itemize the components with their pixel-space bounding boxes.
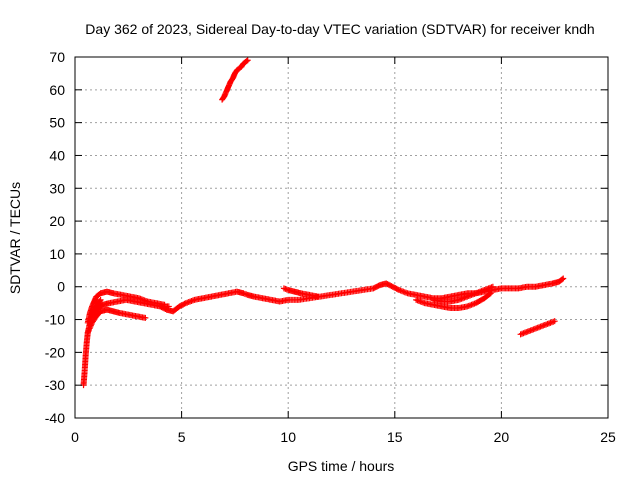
- point-markers: [84, 306, 149, 336]
- series-early-arc-lower: [84, 306, 149, 336]
- y-tick-label: -20: [45, 344, 65, 360]
- y-tick-label: 20: [49, 213, 65, 229]
- x-tick-label: 15: [387, 429, 403, 445]
- point-markers: [219, 57, 251, 103]
- gridlines: [75, 57, 608, 418]
- series-evening-mid: [430, 283, 496, 305]
- x-tick-label: 20: [494, 429, 510, 445]
- chart-title: Day 362 of 2023, Sidereal Day-to-day VTE…: [85, 21, 594, 37]
- x-axis-label: GPS time / hours: [288, 458, 395, 474]
- y-tick-label: 10: [49, 246, 65, 262]
- y-tick-label: 0: [57, 279, 65, 295]
- y-tick-label: 40: [49, 147, 65, 163]
- axis-ticks: 0 5 10 15 20 25 -40 -30 -20 -10 0 10 20 30 40 50 60 70: [45, 49, 616, 445]
- plot-frame: [74, 56, 609, 419]
- x-tick-label: 0: [71, 429, 79, 445]
- y-tick-label: 50: [49, 115, 65, 131]
- x-tick-label: 10: [280, 429, 296, 445]
- series-segment-10h: [280, 285, 322, 300]
- x-tick-label: 25: [600, 429, 616, 445]
- point-markers: [280, 285, 322, 300]
- series-late-segment: [517, 318, 558, 338]
- y-tick-label: -10: [45, 312, 65, 328]
- point-markers: [517, 318, 558, 338]
- series-high-arc: [219, 57, 251, 103]
- data-points: [80, 57, 567, 389]
- y-axis-label: SDTVAR / TECUs: [7, 182, 23, 294]
- x-tick-label: 5: [178, 429, 186, 445]
- point-markers: [413, 290, 494, 312]
- point-markers: [430, 283, 496, 305]
- y-tick-label: -40: [45, 410, 65, 426]
- y-tick-label: -30: [45, 377, 65, 393]
- series-evening-dip: [413, 290, 494, 312]
- y-tick-label: 60: [49, 82, 65, 98]
- y-tick-label: 30: [49, 180, 65, 196]
- y-tick-label: 70: [49, 49, 65, 65]
